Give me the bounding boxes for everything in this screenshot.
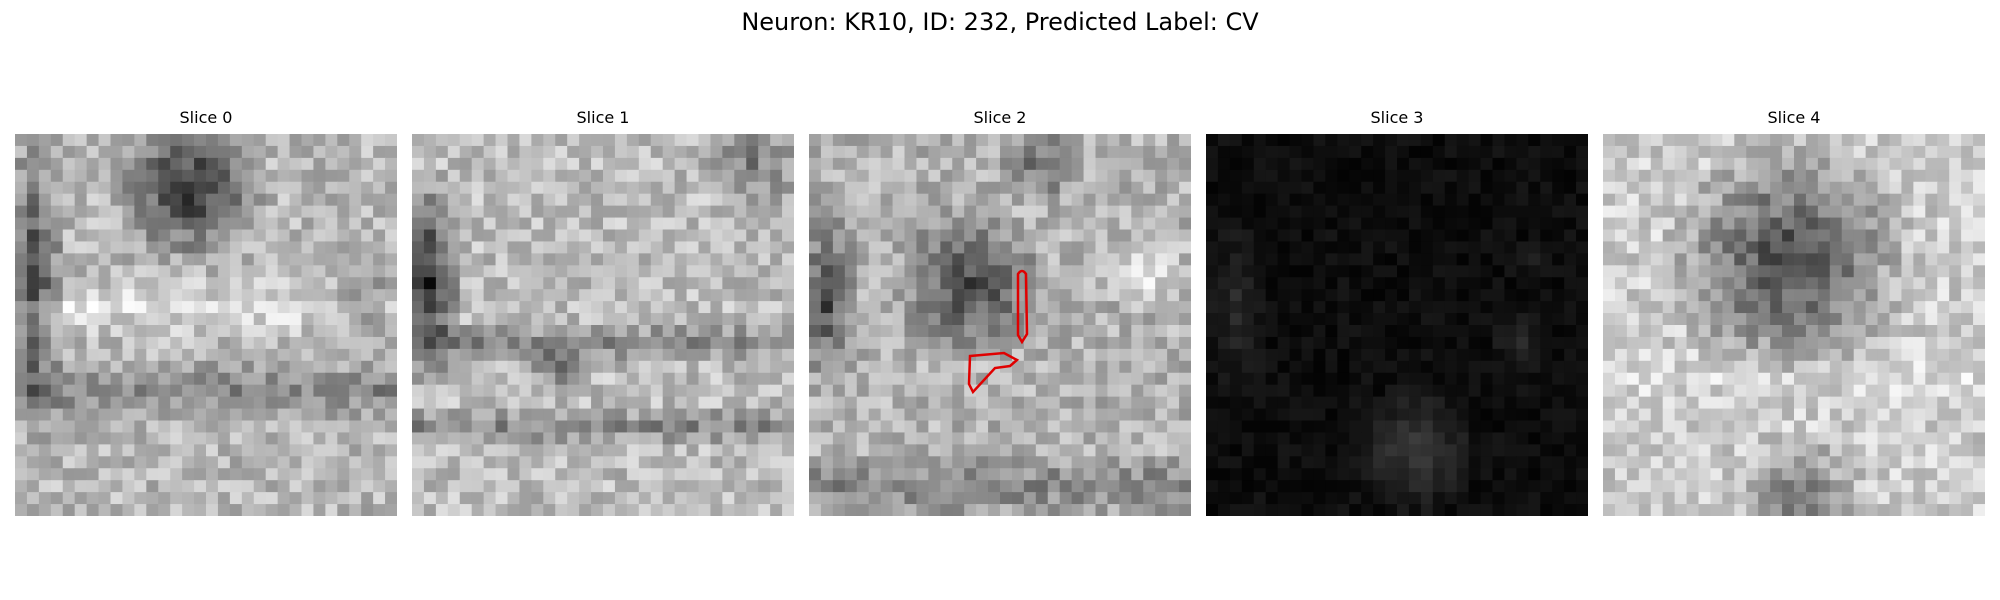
- slice-panel-4: Slice 4: [1603, 108, 1985, 516]
- annotation-contour: [967, 351, 1020, 395]
- slice-image: [412, 134, 794, 516]
- slice-title: Slice 2: [973, 108, 1027, 127]
- slice-image: [1206, 134, 1588, 516]
- slice-title: Slice 4: [1767, 108, 1821, 127]
- slice-panel-0: Slice 0: [15, 108, 397, 516]
- slice-image: [1603, 134, 1985, 516]
- slice-panel-3: Slice 3: [1206, 108, 1588, 516]
- figure-title: Neuron: KR10, ID: 232, Predicted Label: …: [741, 8, 1259, 36]
- slice-title: Slice 3: [1370, 108, 1424, 127]
- slice-image: [15, 134, 397, 516]
- slice-panel-1: Slice 1: [412, 108, 794, 516]
- slice-image: [809, 134, 1191, 516]
- slice-panel-2: Slice 2: [809, 108, 1191, 516]
- slice-title: Slice 0: [179, 108, 233, 127]
- slice-title: Slice 1: [576, 108, 630, 127]
- annotation-contour: [1016, 269, 1029, 345]
